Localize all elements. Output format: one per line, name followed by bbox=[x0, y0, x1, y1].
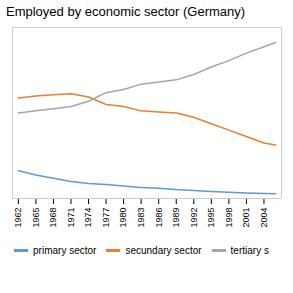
svg-text:1980: 1980 bbox=[118, 208, 128, 228]
svg-text:2001: 2001 bbox=[241, 208, 251, 228]
svg-text:1989: 1989 bbox=[171, 208, 181, 228]
svg-text:1974: 1974 bbox=[83, 208, 93, 228]
html-text:tertiary s: tertiary s bbox=[230, 245, 269, 256]
html-text:Employed by economic sector (G: Employed by economic sector (Germany) bbox=[6, 4, 246, 19]
svg-text:2004: 2004 bbox=[259, 208, 269, 228]
svg-text:1968: 1968 bbox=[48, 208, 58, 228]
svg-text:1983: 1983 bbox=[136, 208, 146, 228]
html-text:primary sector: primary sector bbox=[33, 245, 97, 256]
svg-text:1962: 1962 bbox=[13, 208, 23, 228]
svg-text:1965: 1965 bbox=[31, 208, 41, 228]
html-text:secundary sector: secundary sector bbox=[125, 245, 202, 256]
svg-text:1998: 1998 bbox=[224, 208, 234, 228]
svg-text:1995: 1995 bbox=[206, 208, 216, 228]
svg-text:1986: 1986 bbox=[154, 208, 164, 228]
svg-text:1992: 1992 bbox=[189, 208, 199, 228]
svg-text:1977: 1977 bbox=[101, 208, 111, 228]
svg-text:1971: 1971 bbox=[66, 208, 76, 228]
